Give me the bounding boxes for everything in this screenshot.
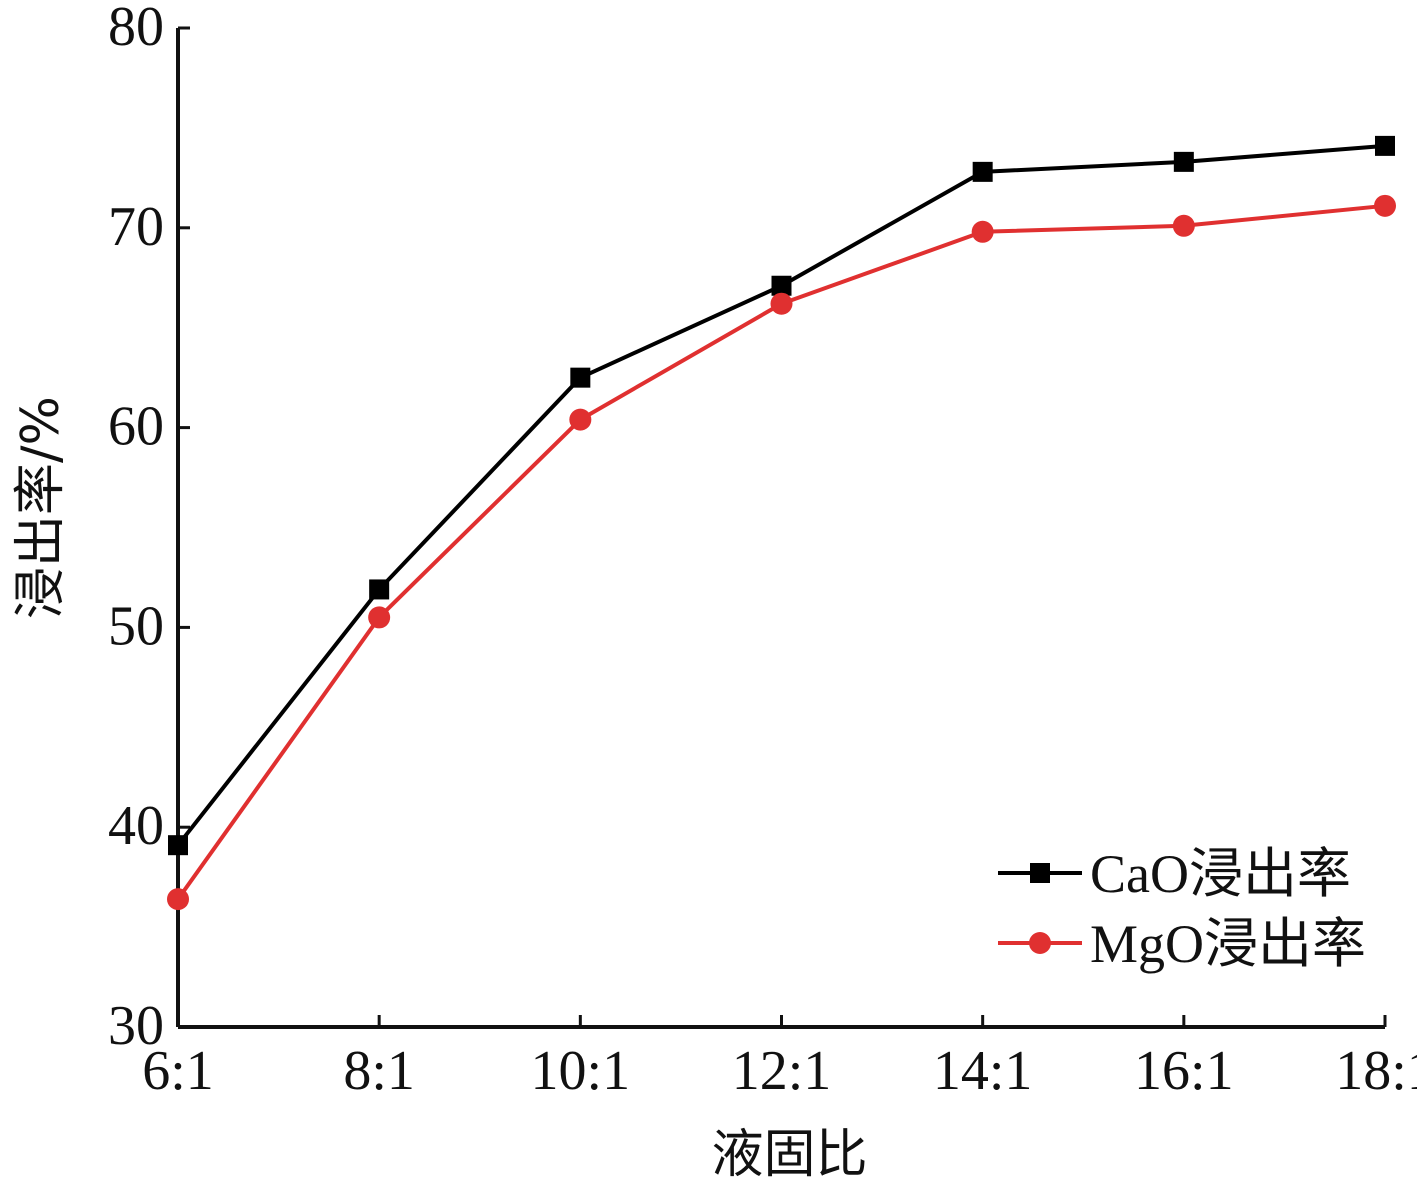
x-tick-label: 10:1 [531,1040,631,1102]
data-point [167,888,189,911]
series-layer [167,135,1396,911]
legend-marker [1030,863,1050,883]
x-tick-label: 8:1 [343,1040,415,1102]
axes: 30 40 50 60 70 80 6:1 8:1 10:1 12:1 14:1 16:1 18:1 [108,0,1417,1102]
series-2 [167,194,1396,911]
data-point [1173,151,1194,172]
y-tick-label: 40 [108,795,164,857]
series-line [176,143,1386,847]
x-tick-label: 12:1 [732,1040,832,1102]
y-tick-label: 70 [108,196,164,258]
data-point [972,161,993,182]
x-tick-label: 14:1 [933,1040,1033,1102]
data-point [1375,135,1395,156]
x-axis-title: 液固比 [711,1125,867,1181]
data-point [1172,214,1195,237]
legend-item: CaO浸出率 [998,844,1351,904]
data-point [971,220,994,243]
data-point [771,275,792,296]
data-point [770,292,793,315]
data-point [168,835,188,856]
x-tick-label: 16:1 [1134,1040,1234,1102]
y-tick-label: 60 [108,396,164,458]
y-axis-title: 浸出率/% [11,396,71,619]
legend-label: MgO浸出率 [1090,914,1366,974]
data-point [569,408,592,431]
y-tick-label: 80 [108,0,164,58]
y-tick-label: 50 [108,595,164,657]
series-1 [168,135,1395,856]
legend-label: CaO浸出率 [1090,844,1351,904]
y-tick-label: 30 [108,995,164,1057]
legend-item: MgO浸出率 [998,914,1366,974]
legend-marker [1029,932,1051,954]
data-point [368,606,391,629]
x-tick-label: 18:1 [1335,1040,1417,1102]
x-tick-label: 6:1 [142,1040,214,1102]
data-point [369,579,390,600]
data-point [1374,194,1396,217]
data-point [570,367,591,388]
legend: CaO浸出率 MgO浸出率 [998,844,1366,974]
